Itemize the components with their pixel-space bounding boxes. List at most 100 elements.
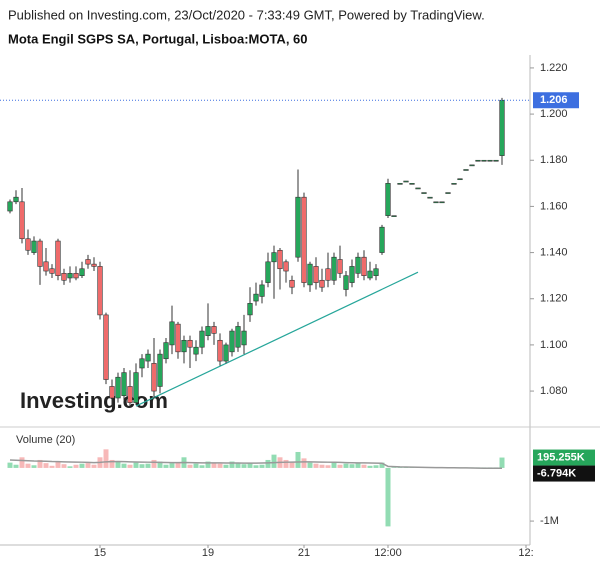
candle-body xyxy=(241,330,247,346)
candle-body xyxy=(295,196,301,258)
volume-bar xyxy=(91,464,97,468)
volume-bar xyxy=(217,463,223,468)
volume-bar xyxy=(265,459,271,468)
volume-tag xyxy=(533,465,595,482)
candle-body xyxy=(109,386,115,399)
candle-body xyxy=(367,270,373,279)
volume-bar xyxy=(229,461,235,468)
candle-body xyxy=(457,178,463,181)
candle-body xyxy=(97,266,103,316)
volume-bar xyxy=(253,465,259,468)
candle-body xyxy=(13,196,19,203)
candle-body xyxy=(301,196,307,283)
candle-body xyxy=(151,363,157,392)
volume-bar xyxy=(133,462,139,468)
candle-body xyxy=(439,201,445,204)
candle-body xyxy=(115,376,121,399)
volume-bar xyxy=(157,461,163,468)
candle-body xyxy=(259,284,265,297)
volume-bar xyxy=(325,465,331,468)
candle-body xyxy=(349,266,355,283)
candle-body xyxy=(415,187,421,190)
candle-body xyxy=(163,342,169,360)
volume-bar xyxy=(25,463,31,468)
candle-body xyxy=(373,268,379,276)
candle-body xyxy=(313,266,319,283)
volume-ma-line xyxy=(9,459,503,470)
volume-bar xyxy=(223,464,229,468)
volume-bar xyxy=(385,467,391,527)
volume-bar xyxy=(355,463,361,468)
candle-body xyxy=(175,323,181,353)
volume-bar xyxy=(115,461,121,468)
volume-bar xyxy=(235,463,241,468)
volume-bar xyxy=(289,462,295,468)
x-tick-label: 15 xyxy=(94,547,106,558)
candle-body xyxy=(391,215,397,217)
candle-body xyxy=(445,192,451,194)
candle-body xyxy=(487,159,493,162)
y-tick-label: 1.180 xyxy=(540,154,568,166)
volume-bar xyxy=(499,457,505,468)
candle-body xyxy=(289,279,295,288)
published-note: Published on Investing.com, 23/Oct/2020 … xyxy=(8,7,485,22)
candle-body xyxy=(307,263,313,286)
volume-bar xyxy=(307,462,313,468)
volume-bar xyxy=(361,464,367,468)
volume-bar xyxy=(283,459,289,468)
candle-body xyxy=(31,240,37,253)
candle-body xyxy=(217,339,223,362)
y-tick-label: 1.160 xyxy=(540,200,568,212)
candle-body xyxy=(181,339,187,353)
volume-bar xyxy=(205,461,211,468)
candle-body xyxy=(85,259,91,265)
candle-body xyxy=(481,159,487,162)
volume-bar xyxy=(55,461,61,468)
volume-bar xyxy=(169,463,175,468)
candle-body xyxy=(157,353,163,387)
volume-bar xyxy=(49,465,55,468)
volume-bar xyxy=(145,463,151,468)
volume-bar xyxy=(43,463,49,468)
candle-body xyxy=(199,330,205,348)
candle-body xyxy=(133,372,139,403)
volume-tag-label: -6.794K xyxy=(537,467,576,479)
candle-body xyxy=(67,273,73,279)
y-tick-label: 1.140 xyxy=(540,246,568,258)
volume-bar xyxy=(373,465,379,468)
volume-bar xyxy=(67,466,73,468)
candle-body xyxy=(247,303,253,316)
volume-bar xyxy=(151,459,157,468)
candle-body xyxy=(265,261,271,283)
volume-bar xyxy=(193,463,199,468)
volume-bar xyxy=(301,458,307,468)
volume-bar xyxy=(31,465,37,468)
candle-body xyxy=(469,164,475,167)
candle-body xyxy=(277,249,283,270)
candle-body xyxy=(379,226,385,253)
volume-bar xyxy=(79,463,85,468)
volume-bar xyxy=(175,462,181,468)
candle-body xyxy=(91,263,97,267)
candle-body xyxy=(331,256,337,281)
volume-bar xyxy=(61,464,67,468)
volume-bar xyxy=(139,464,145,468)
candle-body xyxy=(103,314,109,380)
volume-bar xyxy=(163,464,169,468)
x-tick-label: 12:00 xyxy=(374,547,402,558)
volume-tag xyxy=(533,449,595,466)
candle-body xyxy=(61,273,67,281)
candle-body xyxy=(403,180,409,183)
y-tick-label: -1M xyxy=(540,515,559,527)
volume-bar xyxy=(199,465,205,468)
candle-body xyxy=(337,259,343,274)
candle-body xyxy=(55,240,61,276)
candle-body xyxy=(139,358,145,369)
trendline xyxy=(135,271,419,407)
y-tick-label: 1.080 xyxy=(540,385,568,397)
last-price-tag xyxy=(533,92,579,109)
volume-title: Volume (20) xyxy=(16,434,75,446)
volume-bar xyxy=(295,451,301,468)
candle-body xyxy=(193,346,199,355)
